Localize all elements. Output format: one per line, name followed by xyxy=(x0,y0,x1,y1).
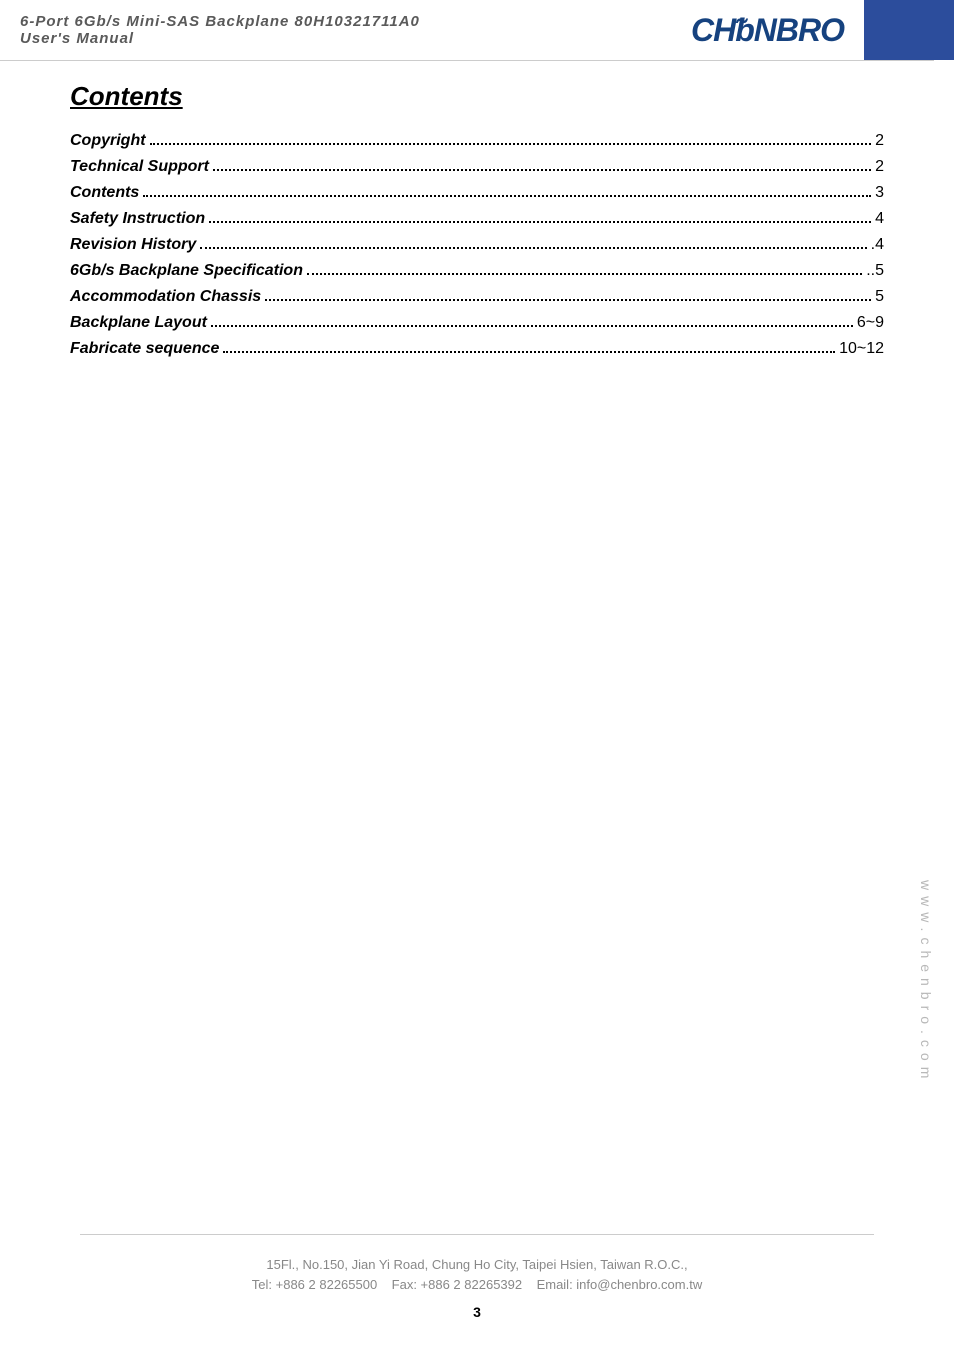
toc-page-number: .4 xyxy=(871,236,884,254)
toc-leader-dots xyxy=(307,273,862,275)
toc-page-number: 2 xyxy=(875,132,884,150)
toc-leader-dots xyxy=(265,299,871,301)
toc-label: Backplane Layout xyxy=(70,314,207,332)
toc-leader-dots xyxy=(209,221,871,223)
toc-entry: 6Gb/s Backplane Specification ..5 xyxy=(70,262,884,280)
toc-page-number: 3 xyxy=(875,184,884,202)
toc-entry: Copyright 2 xyxy=(70,132,884,150)
vertical-website-url: www.chenbro.com xyxy=(918,880,934,1084)
header-accent-block xyxy=(864,0,954,60)
document-header: 6-Port 6Gb/s Mini-SAS Backplane 80H10321… xyxy=(0,0,954,60)
contents-heading: Contents xyxy=(70,81,884,112)
toc-page-number: 5 xyxy=(875,288,884,306)
toc-entry: Contents 3 xyxy=(70,184,884,202)
toc-entry: Fabricate sequence 10~12 xyxy=(70,340,884,358)
toc-leader-dots xyxy=(213,169,871,171)
header-subtitle: User's Manual xyxy=(20,30,691,47)
main-content: Contents Copyright 2 Technical Support 2… xyxy=(0,61,954,358)
toc-page-number: 10~12 xyxy=(839,340,884,358)
toc-entry: Safety Instruction 4 xyxy=(70,210,884,228)
page-number: 3 xyxy=(0,1304,954,1320)
toc-page-number: 2 xyxy=(875,158,884,176)
brand-logo: CHᵬNBRO xyxy=(691,12,864,49)
toc-leader-dots xyxy=(143,195,871,197)
toc-page-number: ..5 xyxy=(866,262,884,280)
toc-label: Fabricate sequence xyxy=(70,340,219,358)
document-footer: 15Fl., No.150, Jian Yi Road, Chung Ho Ci… xyxy=(0,1234,954,1320)
toc-page-number: 6~9 xyxy=(857,314,884,332)
toc-entry: Backplane Layout 6~9 xyxy=(70,314,884,332)
footer-address: 15Fl., No.150, Jian Yi Road, Chung Ho Ci… xyxy=(0,1255,954,1275)
toc-leader-dots xyxy=(211,325,853,327)
toc-page-number: 4 xyxy=(875,210,884,228)
toc-entry: Revision History .4 xyxy=(70,236,884,254)
toc-label: Accommodation Chassis xyxy=(70,288,261,306)
toc-entry: Technical Support 2 xyxy=(70,158,884,176)
footer-contact: Tel: +886 2 82265500 Fax: +886 2 8226539… xyxy=(0,1275,954,1295)
toc-leader-dots xyxy=(223,351,835,353)
toc-label: Contents xyxy=(70,184,139,202)
toc-entry: Accommodation Chassis 5 xyxy=(70,288,884,306)
footer-divider xyxy=(80,1234,874,1235)
toc-label: Technical Support xyxy=(70,158,209,176)
toc-leader-dots xyxy=(150,143,872,145)
toc-label: Safety Instruction xyxy=(70,210,205,228)
toc-label: 6Gb/s Backplane Specification xyxy=(70,262,303,280)
toc-label: Copyright xyxy=(70,132,146,150)
toc-leader-dots xyxy=(200,247,866,249)
header-title-block: 6-Port 6Gb/s Mini-SAS Backplane 80H10321… xyxy=(0,13,691,47)
toc-label: Revision History xyxy=(70,236,196,254)
header-product-title: 6-Port 6Gb/s Mini-SAS Backplane 80H10321… xyxy=(20,13,691,30)
